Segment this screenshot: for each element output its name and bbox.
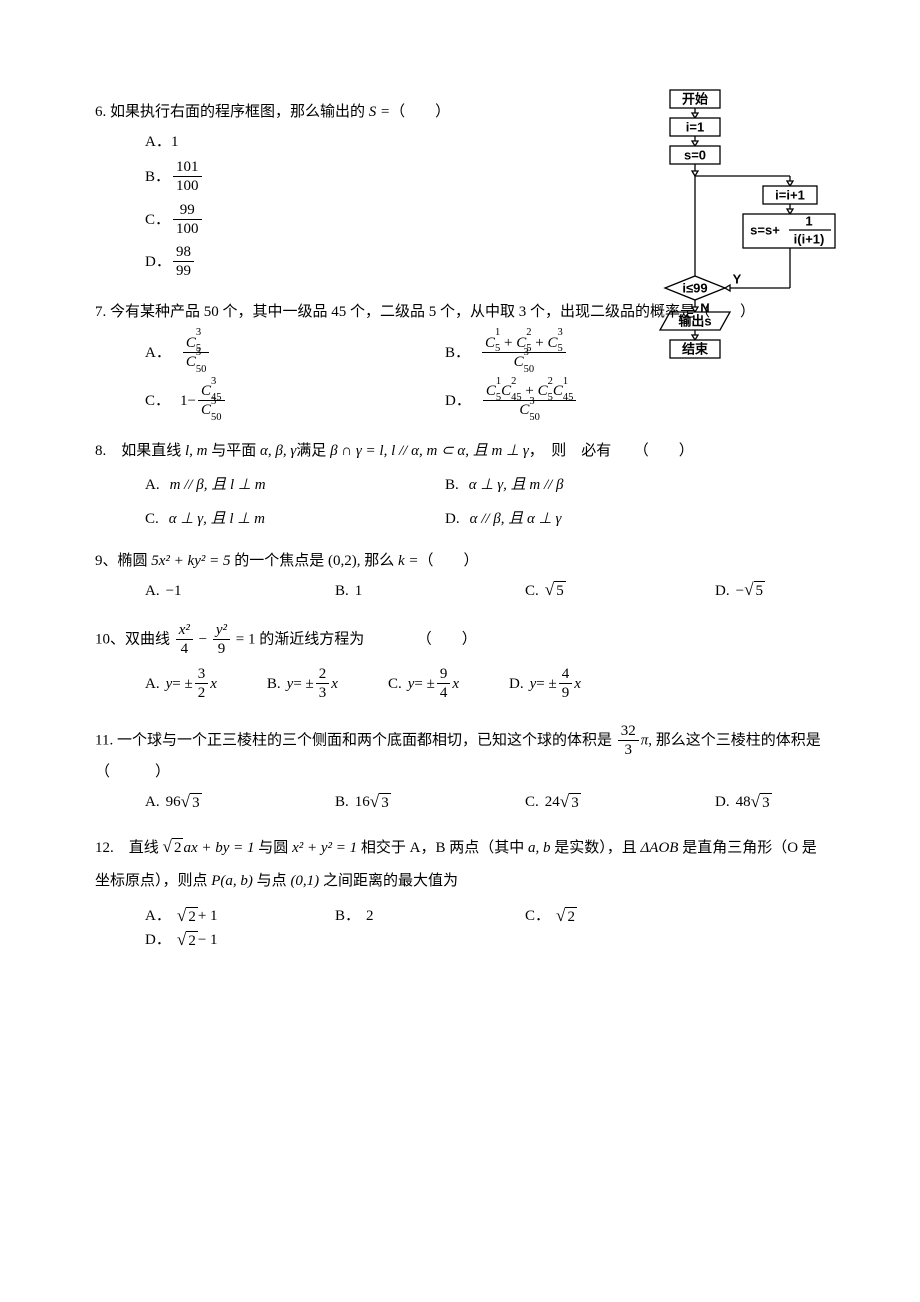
options: A.y = ±32x B.y = ±23x C.y = ±94x D.y = ±… [95,665,825,704]
option-c: C.24√3 [525,790,665,814]
options: A．√2 + 1 B．2 C．√2 D．√2 − 1 [95,904,825,952]
option-d: D． C155C24545 + C255C14545 C35050 [445,382,745,421]
option-c: C.α ⊥ γ, 且 l ⊥ m [145,507,445,531]
question-11: 11. 一个球与一个正三棱柱的三个侧面和两个底面都相切，已知这个球的体积是 32… [95,722,825,815]
option-d: D.48√3 [715,790,772,814]
question-text: 11. 一个球与一个正三棱柱的三个侧面和两个底面都相切，已知这个球的体积是 32… [95,722,825,785]
question-8: 8. 如果直线 l, m 与平面 α, β, γ满足 β ∩ γ = l, l … [95,439,825,531]
svg-text:s=s+: s=s+ [750,222,780,237]
option-a: A.96√3 [145,790,285,814]
option-d: D.y = ±49x [509,665,581,704]
question-text: 9、椭圆 5x² + ky² = 5 的一个焦点是 (0,2), 那么 k =（… [95,549,825,573]
question-9: 9、椭圆 5x² + ky² = 5 的一个焦点是 (0,2), 那么 k =（… [95,549,825,603]
svg-text:i≤99: i≤99 [682,280,707,295]
option-b: B.1 [335,579,475,603]
option-b: B.16√3 [335,790,475,814]
option-d: D.−√5 [715,579,765,603]
option-a: A.−1 [145,579,285,603]
option-b: B.y = ±23x [267,665,338,704]
option-a: A．√2 + 1 [145,904,285,928]
svg-text:1: 1 [805,213,812,228]
option-a: A.m // β, 且 l ⊥ m [145,473,445,497]
question-6: 开始 i=1 s=0 i=i+1 s=s+ 1 i(i+1) Y [95,100,825,282]
question-text: 12. 直线 √2ax + by = 1 与圆 x² + y² = 1 相交于 … [95,832,825,898]
options: A.−1 B.1 C.√5 D.−√5 [95,579,825,603]
option-a: A． C3555 C35050 [145,334,445,373]
option-b: B.α ⊥ γ, 且 m // β [445,473,745,497]
option-b: B．2 [335,904,475,928]
option-d: D．√2 − 1 [145,928,218,952]
question-10: 10、双曲线 x²4 − y²9 = 1 的渐近线方程为 （ ） A.y = ±… [95,621,825,704]
svg-text:开始: 开始 [682,91,708,106]
question-text: 10、双曲线 x²4 − y²9 = 1 的渐近线方程为 （ ） [95,621,825,660]
options: A． C3555 C35050 B． C155 + C255 + C355 C3… [95,334,825,421]
question-text: 7. 今有某种产品 50 个，其中一级品 45 个，二级品 5 个，从中取 3 … [95,300,825,324]
options: A.96√3 B.16√3 C.24√3 D.48√3 [95,790,825,814]
question-7: 7. 今有某种产品 50 个，其中一级品 45 个，二级品 5 个，从中取 3 … [95,300,825,421]
option-d: D.α // β, 且 α ⊥ γ [445,507,745,531]
option-c: C． 1− C34545 C35050 [145,382,445,421]
option-a: A.y = ±32x [145,665,217,704]
options: A.m // β, 且 l ⊥ m B.α ⊥ γ, 且 m // β C.α … [95,473,825,531]
option-c: C.y = ±94x [388,665,459,704]
option-c: C．√2 [525,904,665,928]
svg-text:s=0: s=0 [684,147,706,162]
option-b: B． C155 + C255 + C355 C35050 [445,334,745,373]
svg-text:i=1: i=1 [686,119,704,134]
svg-text:i(i+1): i(i+1) [794,231,825,246]
option-c: C.√5 [525,579,665,603]
svg-text:Y: Y [733,271,742,286]
question-text: 8. 如果直线 l, m 与平面 α, β, γ满足 β ∩ γ = l, l … [95,439,825,463]
svg-text:i=i+1: i=i+1 [775,187,805,202]
question-12: 12. 直线 √2ax + by = 1 与圆 x² + y² = 1 相交于 … [95,832,825,952]
